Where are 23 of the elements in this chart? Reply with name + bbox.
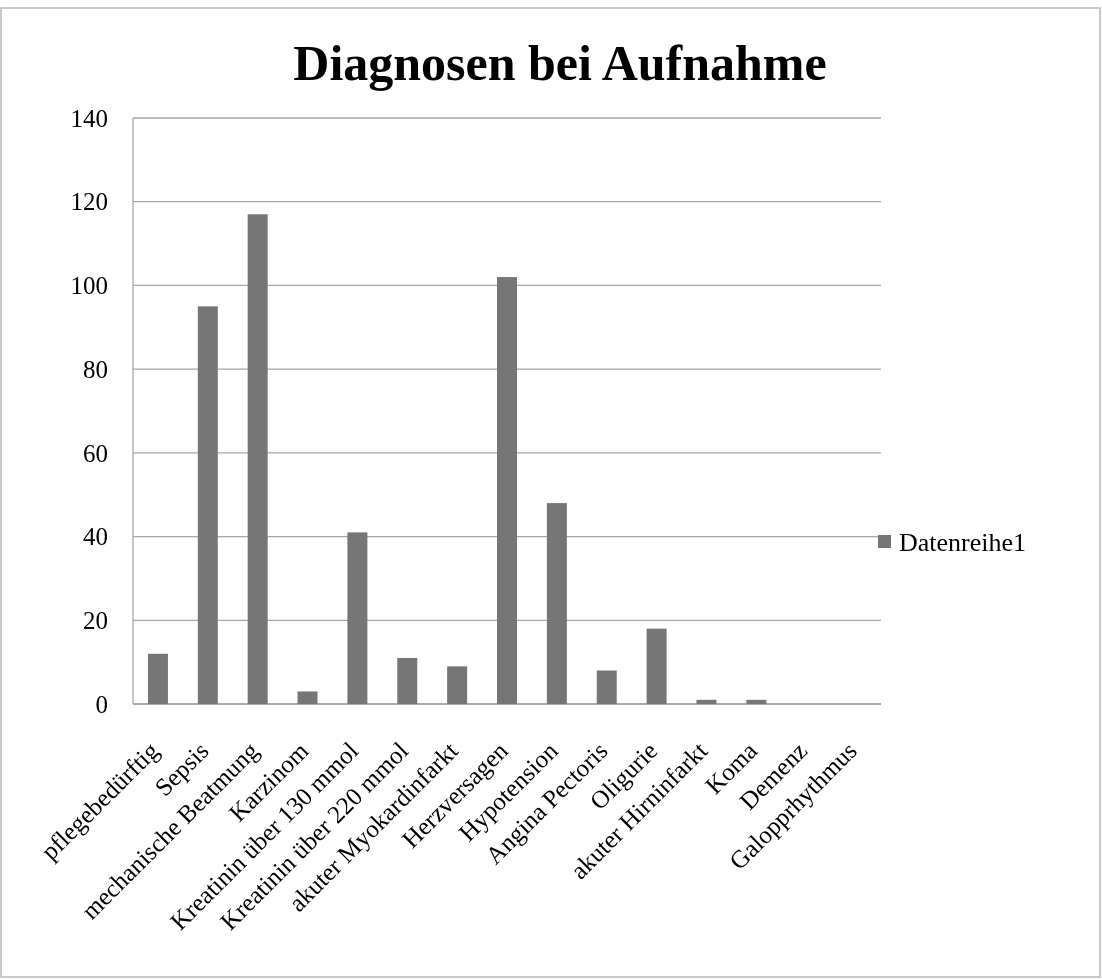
bar (347, 532, 368, 704)
y-tick-label: 60 (83, 439, 108, 467)
bar (197, 306, 218, 704)
bar (646, 628, 667, 704)
y-tick-label: 20 (83, 607, 108, 635)
bar (447, 666, 468, 704)
bar (397, 657, 418, 704)
y-tick-label: 0 (95, 690, 108, 718)
y-tick-label: 40 (83, 523, 108, 551)
y-tick-label: 80 (83, 355, 108, 383)
bar (247, 214, 268, 704)
y-tick-label: 140 (70, 104, 108, 132)
bar (746, 699, 767, 704)
bar (596, 670, 617, 704)
y-tick-label: 120 (70, 188, 108, 216)
chart-title: Diagnosen bei Aufnahme (293, 35, 827, 91)
bar (497, 277, 517, 704)
bar (147, 653, 168, 704)
legend-label: Datenreihe1 (899, 528, 1027, 558)
y-tick-label: 100 (70, 272, 108, 300)
bar (546, 503, 567, 704)
bar (696, 699, 717, 704)
bar (297, 691, 318, 704)
